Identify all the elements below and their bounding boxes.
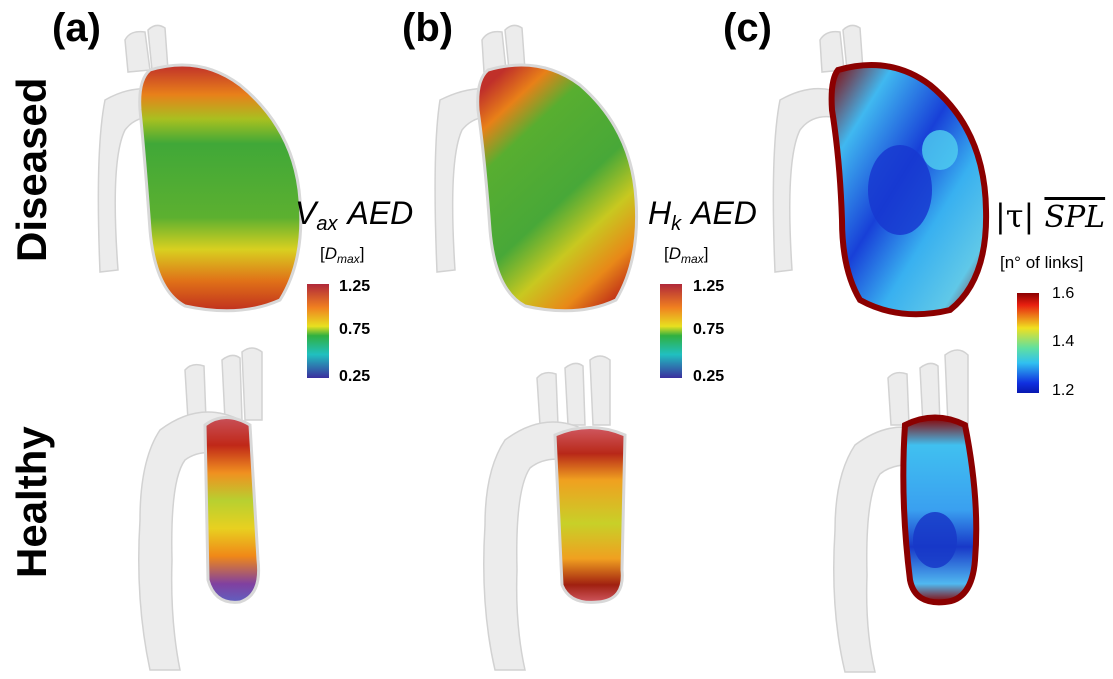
colorbar-b <box>660 284 682 378</box>
aorta-shell-a-diseased <box>97 24 176 273</box>
colorbar-a-tick-mid: 0.75 <box>339 321 371 338</box>
legend-c-unit: [n° of links] <box>1000 253 1084 272</box>
panel-label-c: (c) <box>723 6 772 50</box>
healthy-surface-a <box>203 416 261 604</box>
legend-c-metric: |τ| SPL <box>995 197 1106 235</box>
colorbar-c <box>1017 293 1039 393</box>
wss-surface-healthy <box>900 414 980 606</box>
colorbar-a-tick-min: 0.25 <box>339 368 371 385</box>
panel-label-b: (b) <box>402 6 454 50</box>
aneurysm-surface-b <box>476 63 639 313</box>
colorbar-b-tick-max: 1.25 <box>693 278 725 295</box>
colorbar-a-tick-max: 1.25 <box>339 278 371 295</box>
colorbar-c-tick-mid: 1.4 <box>1052 333 1075 350</box>
colorbar-b-tick-min: 0.25 <box>693 368 725 385</box>
colorbar-b-tick-mid: 0.75 <box>693 321 725 338</box>
healthy-surface-b <box>553 426 627 604</box>
wss-low-region <box>868 145 932 235</box>
legend-b-unit: [Dmax] <box>664 244 709 266</box>
colorbar-c-tick-max: 1.6 <box>1052 285 1075 302</box>
legend-a-metric: Vax AED <box>295 195 414 235</box>
wss-low-region-healthy <box>913 512 957 568</box>
panel-label-a: (a) <box>52 6 101 50</box>
aneurysm-surface-a <box>138 63 303 313</box>
wss-mid-region <box>922 130 958 170</box>
legend-a-unit: [Dmax] <box>320 244 365 266</box>
colorbar-a <box>307 284 329 378</box>
legend-b-metric: Hk AED <box>648 195 757 235</box>
colorbar-c-tick-min: 1.2 <box>1052 382 1075 399</box>
